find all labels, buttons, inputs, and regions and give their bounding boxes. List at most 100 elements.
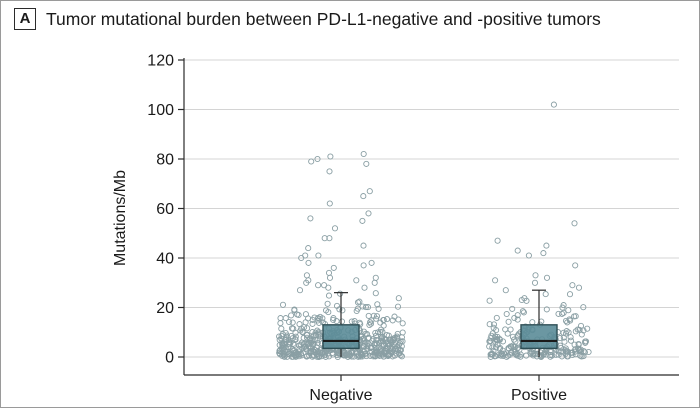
- data-point: [575, 346, 582, 353]
- data-point: [580, 327, 587, 334]
- outlier-point: [330, 264, 337, 271]
- data-point: [279, 301, 287, 308]
- data-point: [581, 349, 588, 356]
- data-point: [373, 313, 381, 320]
- data-point: [364, 304, 372, 311]
- data-point: [291, 341, 298, 349]
- outlier-point: [363, 160, 370, 167]
- outlier-point: [326, 274, 334, 281]
- data-point: [343, 352, 350, 359]
- data-point: [536, 352, 543, 359]
- data-point: [285, 344, 292, 351]
- data-point: [309, 320, 316, 327]
- outlier-point: [543, 242, 550, 249]
- data-point: [507, 326, 514, 333]
- y-tick-label-0: 0: [165, 350, 174, 367]
- data-point: [278, 335, 285, 342]
- data-point: [311, 349, 318, 356]
- data-point: [518, 296, 525, 304]
- data-point: [493, 327, 500, 334]
- data-point: [388, 339, 395, 347]
- data-point: [310, 332, 317, 339]
- data-point: [530, 352, 537, 359]
- data-point: [350, 353, 357, 360]
- data-point: [344, 353, 352, 360]
- data-point: [322, 353, 329, 360]
- data-point: [381, 347, 388, 354]
- data-point: [330, 316, 337, 323]
- data-point: [383, 316, 391, 323]
- y-tick-label-60: 60: [156, 201, 174, 218]
- outlier-point: [360, 150, 367, 158]
- data-point: [292, 336, 299, 343]
- y-tick-label-40: 40: [156, 251, 174, 268]
- data-point: [356, 319, 363, 326]
- data-point: [282, 329, 289, 337]
- outlier-point: [569, 282, 576, 289]
- data-point: [398, 343, 405, 350]
- outlier-point: [360, 262, 367, 269]
- data-point: [490, 321, 498, 328]
- outlier-point: [525, 252, 532, 259]
- data-point: [367, 319, 374, 326]
- data-point: [372, 339, 379, 347]
- outlier-point: [532, 272, 539, 279]
- data-point: [488, 332, 495, 339]
- data-point: [304, 325, 311, 332]
- outlier-point: [353, 277, 360, 284]
- data-point: [311, 314, 318, 321]
- outlier-point: [531, 279, 539, 286]
- data-point: [377, 338, 385, 345]
- data-point: [504, 330, 511, 337]
- outlier-point: [331, 225, 339, 232]
- data-point: [555, 351, 562, 358]
- data-point: [361, 350, 368, 358]
- data-point: [567, 349, 574, 357]
- data-point: [317, 313, 324, 320]
- boxes: [322, 289, 558, 357]
- data-point: [301, 324, 308, 331]
- data-point: [333, 318, 340, 325]
- data-point: [303, 331, 311, 338]
- data-point: [389, 353, 396, 360]
- box-positive: [520, 324, 558, 350]
- data-point: [301, 340, 308, 347]
- data-point: [329, 351, 336, 358]
- data-point: [565, 307, 572, 314]
- data-point: [354, 299, 362, 306]
- outlier-point: [326, 200, 333, 207]
- data-point: [282, 315, 289, 322]
- outlier-point: [325, 269, 333, 276]
- data-point: [562, 317, 570, 324]
- data-point: [520, 309, 527, 316]
- data-point: [372, 290, 379, 297]
- data-point: [514, 316, 521, 323]
- data-point: [373, 346, 380, 353]
- data-point: [555, 310, 562, 317]
- data-point: [547, 352, 554, 359]
- data-point: [290, 353, 297, 360]
- data-point: [399, 329, 406, 336]
- data-point: [372, 332, 380, 339]
- y-tick-label-80: 80: [156, 152, 174, 169]
- data-point: [519, 308, 526, 315]
- data-point: [505, 345, 512, 352]
- data-point: [585, 348, 592, 356]
- data-point: [315, 330, 322, 337]
- data-point: [576, 326, 583, 333]
- data-point: [389, 345, 396, 352]
- data-point: [395, 295, 402, 302]
- data-point: [580, 304, 587, 311]
- outlier-point: [296, 287, 304, 294]
- data-point: [325, 309, 332, 316]
- outlier-point: [571, 220, 578, 227]
- outlier-point: [366, 188, 373, 195]
- outlier-point: [360, 193, 367, 200]
- data-point: [292, 333, 299, 340]
- data-point: [561, 338, 568, 345]
- outlier-point: [303, 272, 310, 279]
- outlier-point: [365, 210, 372, 217]
- data-point: [505, 318, 512, 325]
- data-point: [395, 316, 402, 323]
